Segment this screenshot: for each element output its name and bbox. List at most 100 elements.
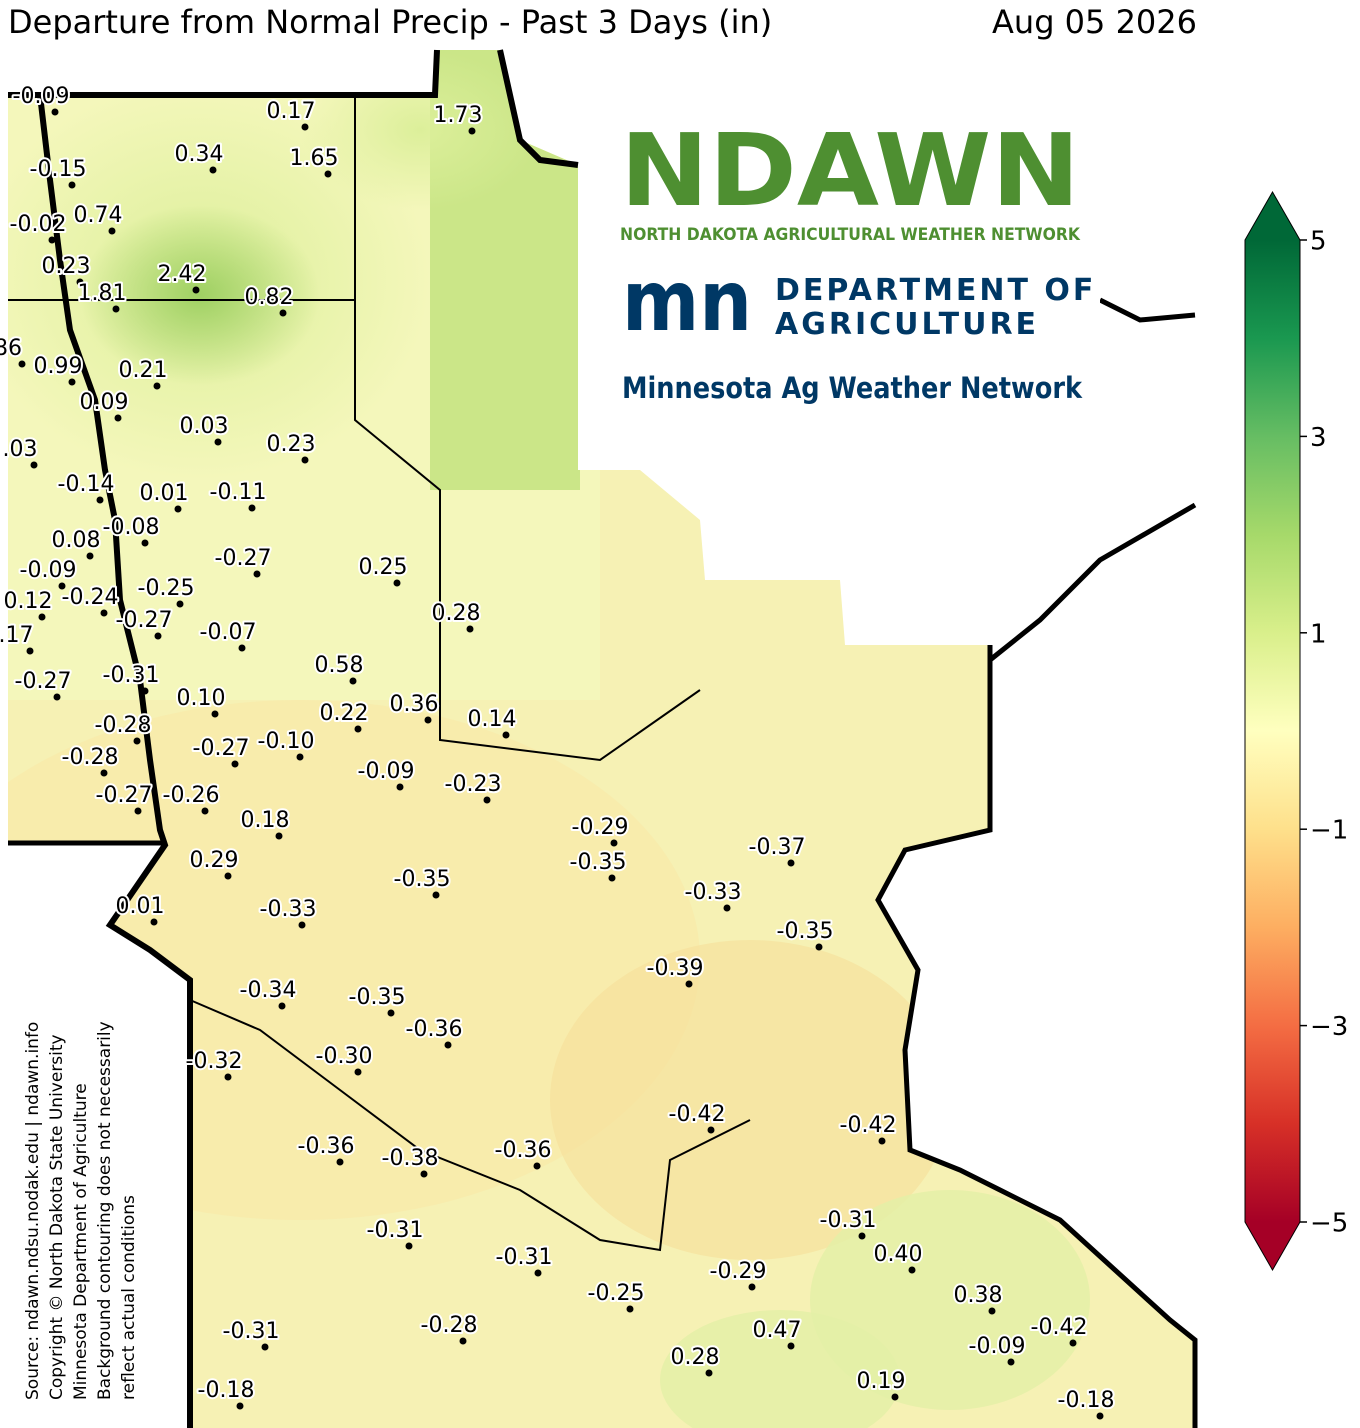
station-value: .03 [3, 437, 38, 462]
station-value: 0.14 [468, 707, 517, 732]
station-dot [483, 796, 491, 804]
station-dot [211, 710, 219, 718]
station-value: -0.35 [394, 867, 451, 892]
station-value: -0.35 [777, 919, 834, 944]
station-value: 0.29 [190, 848, 239, 873]
colorbar-tick-label: −1 [1310, 816, 1348, 846]
station-dot [18, 360, 26, 368]
station-value: -0.31 [103, 663, 160, 688]
station-dot [723, 904, 731, 912]
station-dot [466, 625, 474, 633]
station-dot [154, 632, 162, 640]
station-value: -0.29 [710, 1259, 767, 1284]
station-dot [988, 1307, 996, 1315]
station-dot [114, 414, 122, 422]
station-value: -0.36 [495, 1138, 552, 1163]
station-value: 0.99 [34, 354, 83, 379]
station-value: -0.42 [840, 1113, 897, 1138]
station-value: 2.42 [158, 262, 207, 287]
station-value: -0.09 [13, 84, 70, 109]
station-value: 0.19 [857, 1369, 906, 1394]
station-value: -0.27 [215, 546, 272, 571]
station-dot [405, 1242, 413, 1250]
station-value: -0.14 [58, 472, 115, 497]
station-dot [214, 438, 222, 446]
station-value: 0.23 [267, 432, 316, 457]
station-value: 1.73 [434, 103, 483, 128]
station-dot [878, 1137, 886, 1145]
station-dot [396, 783, 404, 791]
station-value: 1.81 [78, 281, 127, 306]
station-dot [908, 1266, 916, 1274]
station-dot [48, 236, 56, 244]
station-dot [301, 123, 309, 131]
colorbar-tick-label: 5 [1310, 227, 1327, 257]
station-dot [100, 609, 108, 617]
station-value: 0.08 [52, 528, 101, 553]
ndawn-full-name: NORTH DAKOTA AGRICULTURAL WEATHER NETWOR… [620, 225, 1081, 245]
station-value: -0.31 [367, 1218, 424, 1243]
station-value: -0.42 [669, 1102, 726, 1127]
station-dot [815, 943, 823, 951]
station-value: -0.29 [572, 815, 629, 840]
station-value: -0.33 [260, 897, 317, 922]
station-dot [534, 1269, 542, 1277]
station-dot [58, 582, 66, 590]
colorbar-tick-label: 1 [1310, 619, 1327, 649]
station-dot [108, 227, 116, 235]
station-dot [150, 918, 158, 926]
map-title: Departure from Normal Precip - Past 3 Da… [8, 3, 772, 41]
station-dot [53, 693, 61, 701]
station-dot [201, 807, 209, 815]
station-value: 0.12 [4, 589, 53, 614]
station-dot [68, 181, 76, 189]
station-value: -0.07 [200, 620, 257, 645]
station-value: 0.36 [390, 692, 439, 717]
ndawn-logo: NDAWN [620, 112, 1080, 229]
station-dot [100, 769, 108, 777]
station-dot [253, 570, 261, 578]
station-dot [279, 309, 287, 317]
station-value: -0.27 [15, 669, 72, 694]
station-value: -0.36 [406, 1017, 463, 1042]
station-dot [336, 1158, 344, 1166]
station-value: 0.17 [267, 99, 316, 124]
station-dot [298, 921, 306, 929]
station-dot [608, 874, 616, 882]
station-value: 0.23 [42, 254, 91, 279]
station-dot [420, 1170, 428, 1178]
station-dot [610, 839, 618, 847]
source-line: Source: ndawn.ndsu.nodak.edu | ndawn.inf… [23, 1022, 43, 1400]
station-value: 1.65 [290, 146, 339, 171]
colorbar-tick-label: −5 [1310, 1209, 1348, 1239]
station-value: 0.10 [177, 686, 226, 711]
station-dot [1096, 1412, 1104, 1420]
station-dot [153, 382, 161, 390]
station-value: 0.58 [315, 653, 364, 678]
station-dot [141, 687, 149, 695]
station-dot [176, 600, 184, 608]
station-dot [533, 1162, 541, 1170]
station-dot [432, 891, 440, 899]
station-dot [134, 807, 142, 815]
station-value: 0.03 [180, 414, 229, 439]
station-value: -0.31 [223, 1319, 280, 1344]
station-value: 0.21 [119, 358, 168, 383]
station-value: -0.31 [820, 1208, 877, 1233]
station-dot [707, 1126, 715, 1134]
colorbar-tick-label: 3 [1310, 423, 1327, 453]
station-dot [349, 677, 357, 685]
station-value: 0.18 [241, 808, 290, 833]
station-dot [393, 579, 401, 587]
station-dot [424, 716, 432, 724]
station-value: -0.24 [62, 585, 119, 610]
station-value: 86 [0, 336, 22, 361]
station-value: -0.37 [749, 835, 806, 860]
source-note: Source: ndawn.ndsu.nodak.edu | ndawn.inf… [23, 1021, 139, 1400]
station-value: -0.28 [421, 1313, 478, 1338]
station-value: -0.27 [116, 608, 173, 633]
station-value: -0.34 [240, 978, 297, 1003]
station-value: 0.74 [74, 203, 123, 228]
station-value: -0.23 [445, 772, 502, 797]
